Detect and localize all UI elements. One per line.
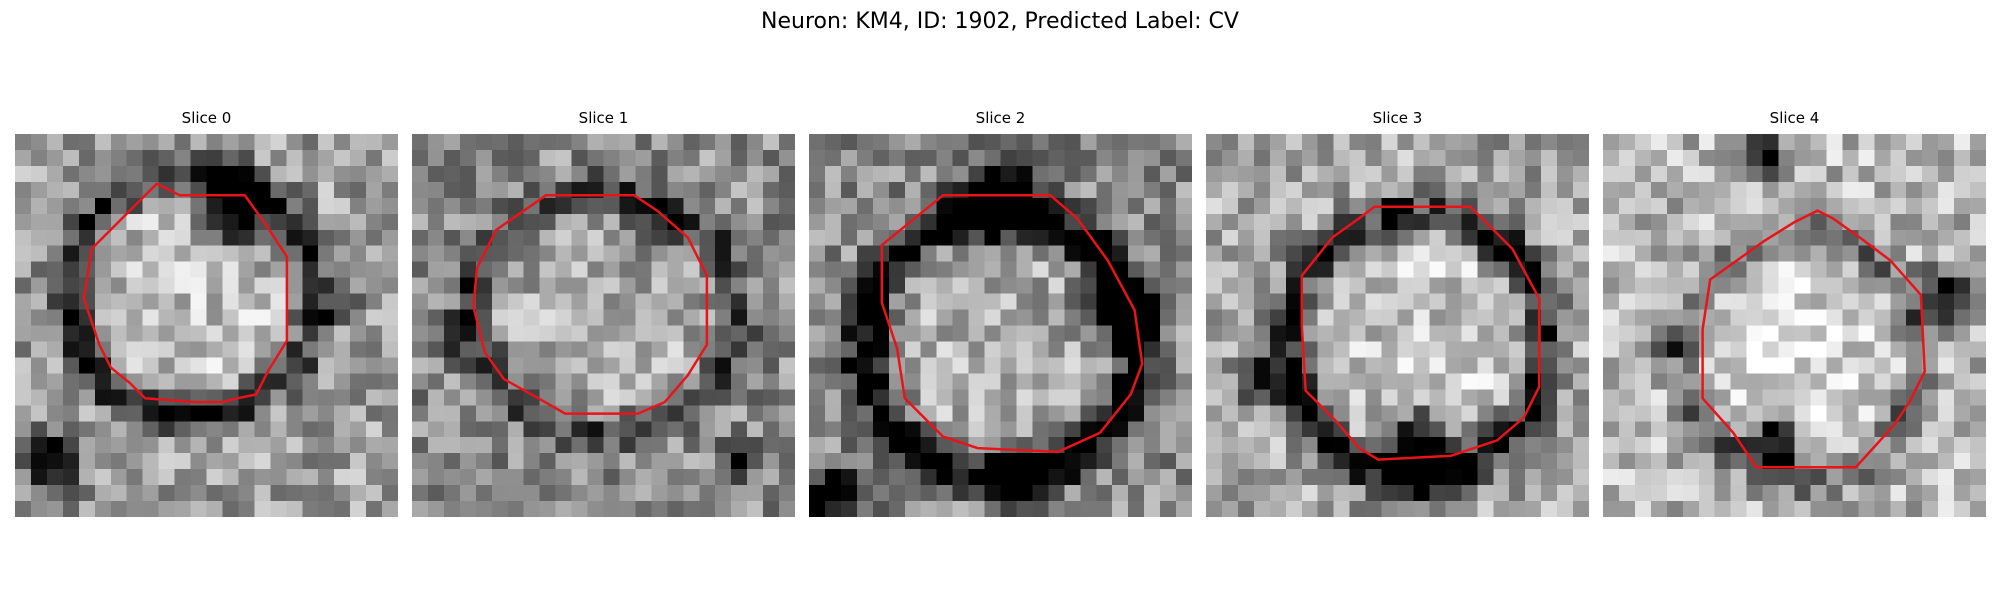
slice-title-0: Slice 0: [181, 109, 232, 127]
slice-image-2: [809, 134, 1192, 517]
slice-title-3: Slice 3: [1372, 109, 1423, 127]
slice-panel-1: Slice 1: [412, 108, 795, 517]
slice-image-3: [1206, 134, 1589, 517]
slice-image-1: [412, 134, 795, 517]
slice-panel-2: Slice 2: [809, 108, 1192, 517]
slice-panel-3: Slice 3: [1206, 108, 1589, 517]
roi-contour: [880, 194, 1144, 454]
slice-title-1: Slice 1: [578, 109, 629, 127]
roi-contour: [1701, 209, 1926, 469]
slice-panel-4: Slice 4: [1603, 108, 1986, 517]
slice-title-4: Slice 4: [1769, 109, 1820, 127]
slice-image-4: [1603, 134, 1986, 517]
slice-panel-0: Slice 0: [15, 108, 398, 517]
figure-title: Neuron: KM4, ID: 1902, Predicted Label: …: [761, 9, 1239, 34]
roi-contour: [1300, 205, 1541, 461]
slice-image-0: [15, 134, 398, 517]
roi-contour: [472, 194, 709, 415]
roi-contour: [82, 182, 289, 404]
slice-title-2: Slice 2: [975, 109, 1026, 127]
